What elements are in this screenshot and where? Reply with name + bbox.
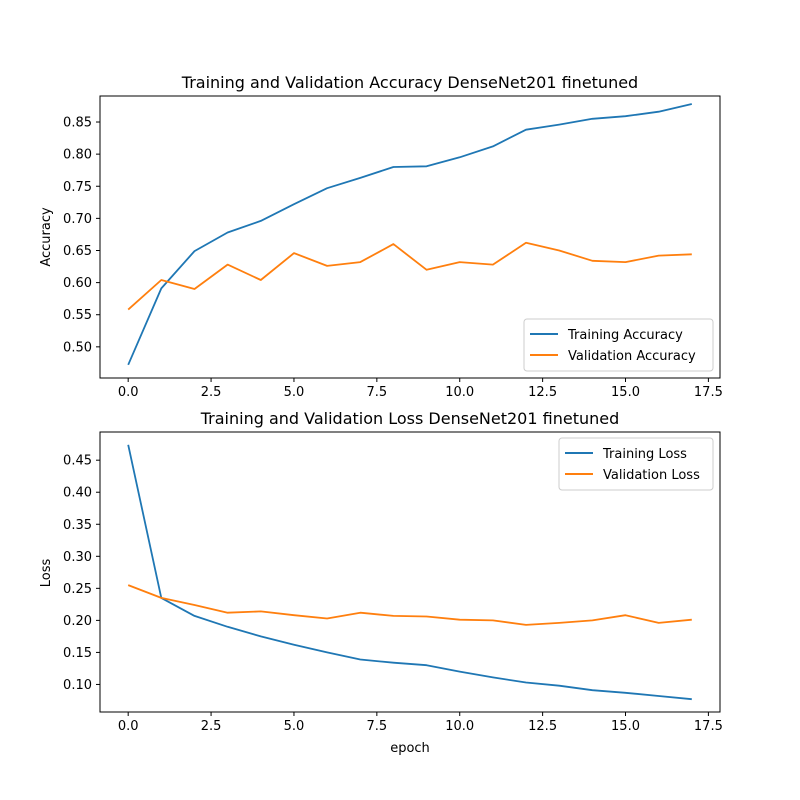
x-tick-label: 7.5 bbox=[367, 385, 388, 400]
y-tick-label: 0.75 bbox=[63, 180, 92, 195]
legend: Training Accuracy Validation Accuracy bbox=[523, 318, 714, 372]
series-lines bbox=[127, 444, 692, 701]
x-tick-label: 15.0 bbox=[611, 719, 640, 734]
legend: Training Loss Validation Loss bbox=[558, 437, 714, 491]
legend-label: Training Loss bbox=[602, 447, 687, 462]
accuracy-chart: Training and Validation Accuracy DenseNe… bbox=[39, 73, 723, 400]
y-tick-label: 0.70 bbox=[63, 212, 92, 227]
y-tick-label: 0.15 bbox=[63, 646, 92, 661]
y-tick-label: 0.80 bbox=[63, 148, 92, 163]
loss-chart: Training and Validation Loss DenseNet201… bbox=[39, 409, 723, 756]
x-tick-label: 10.0 bbox=[445, 719, 474, 734]
y-tick-label: 0.20 bbox=[63, 614, 92, 629]
legend-label: Validation Loss bbox=[603, 468, 700, 483]
legend-label: Validation Accuracy bbox=[568, 349, 696, 364]
x-tick-label: 5.0 bbox=[284, 719, 305, 734]
axis-ticks: 0.0 2.5 5.0 7.5 10.0 12.5 15.0 17.5 0.50 0.55 0.60… bbox=[63, 116, 723, 400]
y-axis-label: Loss bbox=[39, 559, 54, 588]
y-tick-label: 0.85 bbox=[63, 116, 92, 131]
x-tick-label: 12.5 bbox=[528, 385, 557, 400]
series-line bbox=[127, 241, 692, 311]
series-line bbox=[127, 444, 692, 701]
chart-title: Training and Validation Accuracy DenseNe… bbox=[181, 73, 638, 92]
series-lines bbox=[127, 103, 693, 366]
x-tick-label: 17.5 bbox=[694, 385, 723, 400]
x-tick-label: 0.0 bbox=[118, 719, 139, 734]
x-tick-label: 2.5 bbox=[201, 385, 222, 400]
y-tick-label: 0.45 bbox=[63, 454, 92, 469]
x-axis-label: epoch bbox=[390, 741, 430, 756]
x-tick-label: 15.0 bbox=[611, 385, 640, 400]
y-axis-label: Accuracy bbox=[39, 207, 54, 267]
series-line bbox=[127, 103, 693, 366]
x-tick-label: 5.0 bbox=[284, 385, 305, 400]
series-line bbox=[127, 584, 692, 626]
y-tick-label: 0.40 bbox=[63, 486, 92, 501]
x-tick-label: 17.5 bbox=[694, 719, 723, 734]
y-tick-label: 0.65 bbox=[63, 244, 92, 259]
y-tick-label: 0.35 bbox=[63, 518, 92, 533]
y-tick-label: 0.30 bbox=[63, 550, 92, 565]
x-tick-label: 0.0 bbox=[118, 385, 139, 400]
legend-box bbox=[523, 318, 714, 372]
y-tick-label: 0.10 bbox=[63, 678, 92, 693]
x-tick-label: 7.5 bbox=[367, 719, 388, 734]
x-tick-label: 2.5 bbox=[201, 719, 222, 734]
x-tick-label: 12.5 bbox=[528, 719, 557, 734]
chart-title: Training and Validation Loss DenseNet201… bbox=[200, 409, 620, 428]
y-tick-label: 0.50 bbox=[63, 340, 92, 355]
plot-frame bbox=[99, 431, 721, 713]
x-tick-label: 10.0 bbox=[445, 385, 474, 400]
legend-box bbox=[558, 437, 714, 491]
legend-label: Training Accuracy bbox=[567, 328, 683, 343]
y-tick-label: 0.55 bbox=[63, 308, 92, 323]
plot-frame bbox=[99, 95, 721, 379]
y-tick-label: 0.60 bbox=[63, 276, 92, 291]
axis-ticks: 0.0 2.5 5.0 7.5 10.0 12.5 15.0 17.5 0.10 0.15 0.20… bbox=[63, 454, 723, 734]
y-tick-label: 0.25 bbox=[63, 582, 92, 597]
